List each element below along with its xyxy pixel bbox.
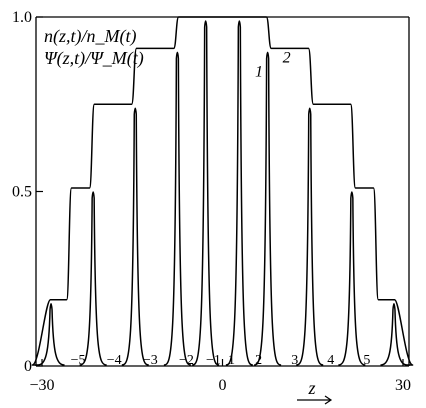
y-tick-label: 0.5: [12, 184, 32, 201]
series-group: [31, 16, 414, 366]
ticks-group: [36, 16, 404, 367]
labels-group: 0 0.5 1.0 −30 0 30 −5 −4 −3 −2 −1 1 2 3 4 5 1 2 n(z,t)/n_M…: [12, 9, 411, 398]
series-1-peak: [79, 191, 107, 366]
curve-number-label: −2: [179, 353, 194, 368]
series-1-peak: [163, 51, 191, 366]
series-1-peak: [254, 51, 282, 366]
curve-number-label: 1: [228, 353, 235, 368]
series-1-peak: [192, 20, 220, 366]
series-2-label: 2: [283, 49, 291, 66]
x-tick-label: −30: [30, 377, 55, 394]
y-tick-label: 0: [24, 358, 32, 375]
curve-number-label: 2: [255, 353, 262, 368]
series-1-peak: [338, 191, 366, 366]
series-1-peak: [37, 302, 65, 366]
x-tick-label: 0: [219, 377, 227, 394]
curve-number-label: −5: [71, 353, 86, 368]
y-tick-label: 1.0: [12, 9, 32, 26]
series-1-peak: [296, 107, 324, 366]
x-axis-arrow-icon: [297, 395, 333, 405]
series-1-peak: [121, 107, 149, 366]
curve-number-label: 3: [291, 353, 298, 368]
x-axis-label: z: [307, 378, 315, 398]
series-1-label: 1: [255, 63, 263, 80]
y-axis-label: n(z,t)/n_M(t): [44, 26, 136, 47]
series-2-line: [31, 16, 414, 366]
series-1-peak: [225, 20, 253, 366]
curve-number-label: −3: [143, 353, 158, 368]
curve-number-label: 4: [327, 353, 334, 368]
x-tick-label: 30: [395, 377, 411, 394]
plot-area: 0 0.5 1.0 −30 0 30 −5 −4 −3 −2 −1 1 2 3 4 5 1 2 n(z,t)/n_M…: [12, 9, 414, 405]
curve-number-label: −4: [107, 353, 122, 368]
series-1-peak: [380, 302, 408, 366]
curve-number-label: 5: [363, 353, 370, 368]
curve-number-label: −1: [206, 353, 221, 368]
y-axis-label: Ψ(z,t)/Ψ_M(t): [44, 48, 144, 69]
